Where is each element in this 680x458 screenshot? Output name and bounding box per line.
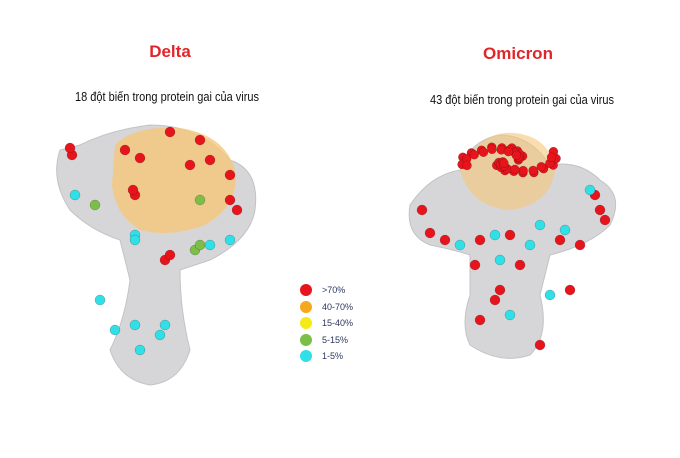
legend-label: 15-40% — [322, 318, 354, 329]
mutation-site — [469, 259, 481, 271]
mutation-site — [534, 219, 546, 231]
mutation-site — [154, 329, 166, 341]
omicron-subtitle: 43 đột biến trong protein gai của virus — [429, 93, 615, 107]
legend-item: 5-15% — [300, 332, 353, 349]
mutation-site — [439, 234, 451, 246]
mutation-site — [489, 294, 501, 306]
mutation-site — [129, 234, 141, 246]
mutation-site — [462, 160, 472, 171]
legend-item: 1-5% — [300, 348, 353, 365]
mutation-site — [504, 229, 516, 241]
legend-label: 40-70% — [322, 301, 354, 312]
legend-label: >70% — [322, 285, 346, 296]
mutation-site — [164, 126, 176, 138]
mutation-site — [511, 150, 522, 161]
mutation-site — [224, 169, 236, 181]
mutation-site — [231, 204, 243, 216]
mutation-site — [129, 319, 141, 331]
legend-item: 40-70% — [300, 299, 353, 316]
legend-item: >70% — [300, 282, 353, 299]
mutation-site — [524, 239, 536, 251]
mutation-site — [599, 214, 611, 226]
legend-swatch — [300, 333, 312, 346]
legend-swatch — [300, 317, 312, 330]
mutation-site — [518, 165, 528, 176]
mutation-site — [127, 184, 139, 196]
mutation-site — [503, 146, 514, 157]
mutation-site — [224, 234, 236, 246]
mutation-site — [194, 194, 206, 206]
mutation-site — [69, 189, 81, 201]
mutation-site — [494, 284, 506, 296]
legend-label: 1-5% — [322, 351, 344, 362]
omicron-spike-protein-image — [408, 132, 617, 359]
mutation-site — [109, 324, 121, 336]
mutation-site — [204, 239, 216, 251]
mutation-site — [494, 254, 506, 266]
mutation-site — [89, 199, 101, 211]
delta-spike-protein-image — [56, 124, 257, 386]
mutation-site — [119, 144, 131, 156]
legend-item: 15-40% — [300, 315, 353, 332]
mutation-site — [564, 284, 576, 296]
mutation-site — [204, 154, 216, 166]
mutation-site — [528, 165, 538, 176]
mutation-site — [489, 229, 501, 241]
legend: >70% 40-70% 15-40% 5-15% 1-5% — [300, 282, 353, 365]
mutation-site — [416, 204, 428, 216]
mutation-site — [134, 344, 146, 356]
mutation-site — [487, 144, 497, 155]
mutation-site — [504, 309, 516, 321]
mutation-site — [424, 227, 436, 239]
mutation-site — [544, 289, 556, 301]
mutation-site — [594, 204, 606, 216]
legend-swatch — [300, 284, 312, 297]
omicron-title: Omicron — [483, 44, 553, 63]
mutation-site — [584, 184, 596, 196]
delta-subtitle: 18 đột biến trong protein gai của virus — [74, 90, 260, 104]
mutation-site — [184, 159, 196, 171]
legend-swatch — [300, 300, 312, 313]
mutation-site — [474, 234, 486, 246]
mutation-site — [536, 161, 547, 172]
mutation-site — [546, 152, 557, 163]
mutation-site — [224, 194, 236, 206]
mutation-site — [499, 158, 509, 169]
mutation-site — [454, 239, 466, 251]
mutation-site — [469, 149, 479, 160]
mutation-site — [164, 249, 176, 261]
mutation-site — [194, 239, 206, 251]
mutation-site — [134, 152, 146, 164]
mutation-site — [514, 259, 526, 271]
mutation-site — [559, 224, 571, 236]
mutation-site — [159, 319, 171, 331]
mutation-site — [478, 147, 489, 157]
mutation-site — [574, 239, 586, 251]
mutation-site — [510, 164, 520, 175]
mutation-site — [194, 134, 206, 146]
mutation-site — [474, 314, 486, 326]
legend-label: 5-15% — [322, 334, 349, 345]
mutation-site — [554, 234, 566, 246]
mutation-site — [94, 294, 106, 306]
legend-swatch — [300, 350, 312, 363]
delta-title: Delta — [149, 42, 191, 61]
mutation-site — [534, 339, 546, 351]
mutation-site — [64, 142, 76, 154]
